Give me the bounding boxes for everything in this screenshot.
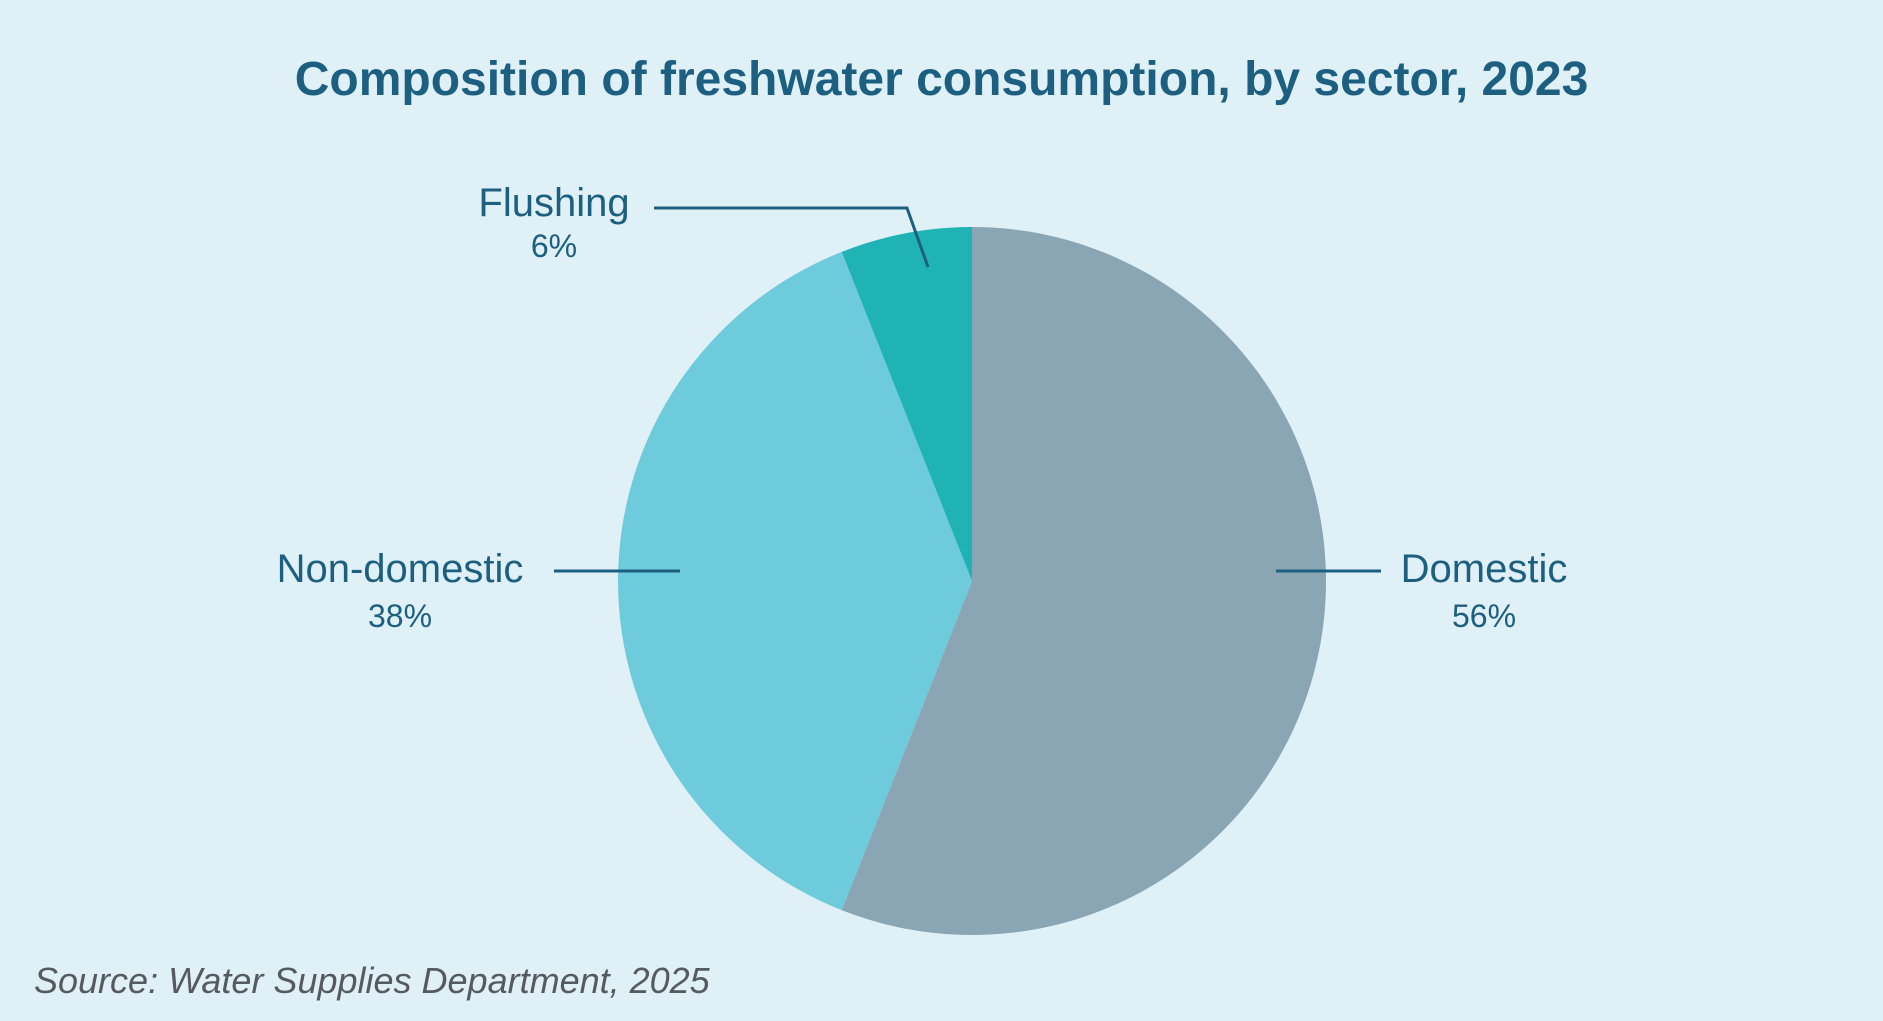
pie-slice-flushing	[841, 227, 972, 581]
slice-value-non-domestic: 38%	[368, 598, 432, 634]
pie-slice-domestic	[841, 227, 1326, 935]
source-note: Source: Water Supplies Department, 2025	[34, 960, 710, 1001]
pie-slices	[618, 227, 1326, 935]
slice-value-domestic: 56%	[1452, 598, 1516, 634]
slice-label-flushing: Flushing	[478, 181, 629, 225]
slice-value-flushing: 6%	[531, 228, 577, 264]
slice-label-domestic: Domestic	[1401, 547, 1568, 591]
slice-label-non-domestic: Non-domestic	[277, 547, 524, 591]
pie-slice-non-domestic	[618, 251, 972, 911]
leader-line-flushing	[654, 206, 930, 268]
chart-title: Composition of freshwater consumption, b…	[294, 53, 1589, 106]
